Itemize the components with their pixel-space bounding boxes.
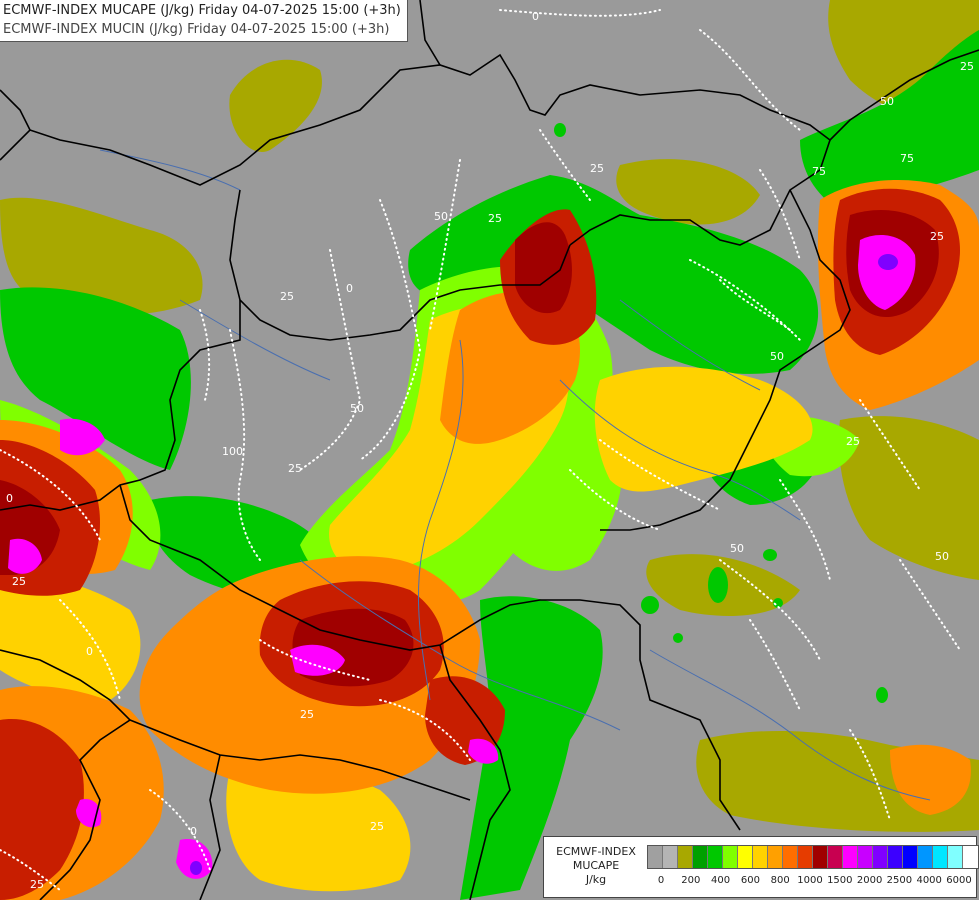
legend-swatch [708, 846, 723, 868]
legend-swatch [918, 846, 933, 868]
legend-tick-label: 800 [770, 875, 790, 886]
mucin-label: 100 [222, 445, 243, 458]
mucape-magenta-areas [8, 235, 916, 879]
legend-tick-label: 1000 [797, 875, 823, 886]
mucin-label: 25 [30, 878, 44, 891]
legend-tick-label: 2000 [856, 875, 883, 886]
mucin-label: 50 [730, 542, 744, 555]
legend-tick-label: 2500 [886, 875, 913, 886]
mucin-label: 75 [900, 152, 914, 165]
mucin-contour-labels: 0 25 50 25 25 0 100 25 50 50 75 25 75 25… [6, 10, 974, 891]
legend-swatch [903, 846, 918, 868]
legend-tick-label: 1500 [827, 875, 853, 886]
mucin-label: 25 [288, 462, 302, 475]
mucape-small-cells [554, 123, 888, 703]
legend-swatch [948, 846, 963, 868]
mucin-label: 25 [488, 212, 502, 225]
mucin-label: 50 [350, 402, 364, 415]
legend-tick-label: 4000 [916, 875, 942, 886]
mucin-label: 0 [6, 492, 13, 505]
mucin-label: 25 [280, 290, 294, 303]
map-title-box: ECMWF-INDEX MUCAPE (J/kg) Friday 04-07-2… [0, 0, 408, 42]
mucin-contours [0, 9, 961, 891]
legend-swatch [858, 846, 873, 868]
mucin-label: 25 [12, 575, 26, 588]
legend-swatch [738, 846, 753, 868]
mucin-label: 75 [812, 165, 826, 178]
legend-swatch [888, 846, 903, 868]
legend-tick-label: 400 [711, 875, 731, 886]
legend-tick-label: 0 [657, 875, 665, 886]
legend-tick-label: 600 [740, 875, 760, 886]
legend-swatch [783, 846, 798, 868]
legend-label: ECMWF-INDEX MUCAPE J/kg [548, 845, 644, 887]
legend-swatch [873, 846, 888, 868]
mucape-title: ECMWF-INDEX MUCAPE (J/kg) Friday 04-07-2… [3, 3, 401, 18]
mucin-label: 25 [846, 435, 860, 448]
legend-swatch [828, 846, 843, 868]
legend-swatch [768, 846, 783, 868]
color-legend: ECMWF-INDEX MUCAPE J/kg 0 200 400 600 800 100… [543, 836, 979, 898]
legend-swatch [663, 846, 678, 868]
legend-swatch [963, 846, 978, 868]
mucin-label: 0 [532, 10, 539, 23]
rivers [99, 149, 931, 801]
mucin-label: 25 [370, 820, 384, 833]
legend-field: MUCAPE [572, 859, 620, 872]
legend-swatch [843, 846, 858, 868]
mucin-label: 50 [935, 550, 949, 563]
mucape-purple-spots [190, 254, 898, 875]
mucin-label: 50 [434, 210, 448, 223]
mucape-low-olive-areas [0, 0, 979, 832]
legend-swatch [648, 846, 663, 868]
legend-swatch [933, 846, 948, 868]
legend-tick-label: 200 [681, 875, 701, 886]
mucin-label: 25 [930, 230, 944, 243]
mucin-label: 25 [300, 708, 314, 721]
legend-unit: J/kg [585, 873, 607, 886]
legend-swatch [813, 846, 828, 868]
mucin-label: 50 [880, 95, 894, 108]
legend-swatch [723, 846, 738, 868]
mucin-label: 50 [770, 350, 784, 363]
mucin-title: ECMWF-INDEX MUCIN (J/kg) Friday 04-07-20… [3, 22, 390, 37]
legend-swatch [678, 846, 693, 868]
legend-model: ECMWF-INDEX [556, 845, 636, 858]
legend-swatch [798, 846, 813, 868]
mucin-label: 25 [590, 162, 604, 175]
legend-ticks: 0 200 400 600 800 1000 1500 2000 2500 4000 6000 [647, 875, 972, 891]
legend-swatch [753, 846, 768, 868]
legend-swatches [647, 845, 979, 869]
mucin-label: 25 [960, 60, 974, 73]
mucin-label: 0 [86, 645, 93, 658]
mucin-label: 0 [346, 282, 353, 295]
legend-tick-label: 6000 [946, 875, 972, 886]
legend-swatch [693, 846, 708, 868]
mucin-label: 0 [190, 825, 197, 838]
